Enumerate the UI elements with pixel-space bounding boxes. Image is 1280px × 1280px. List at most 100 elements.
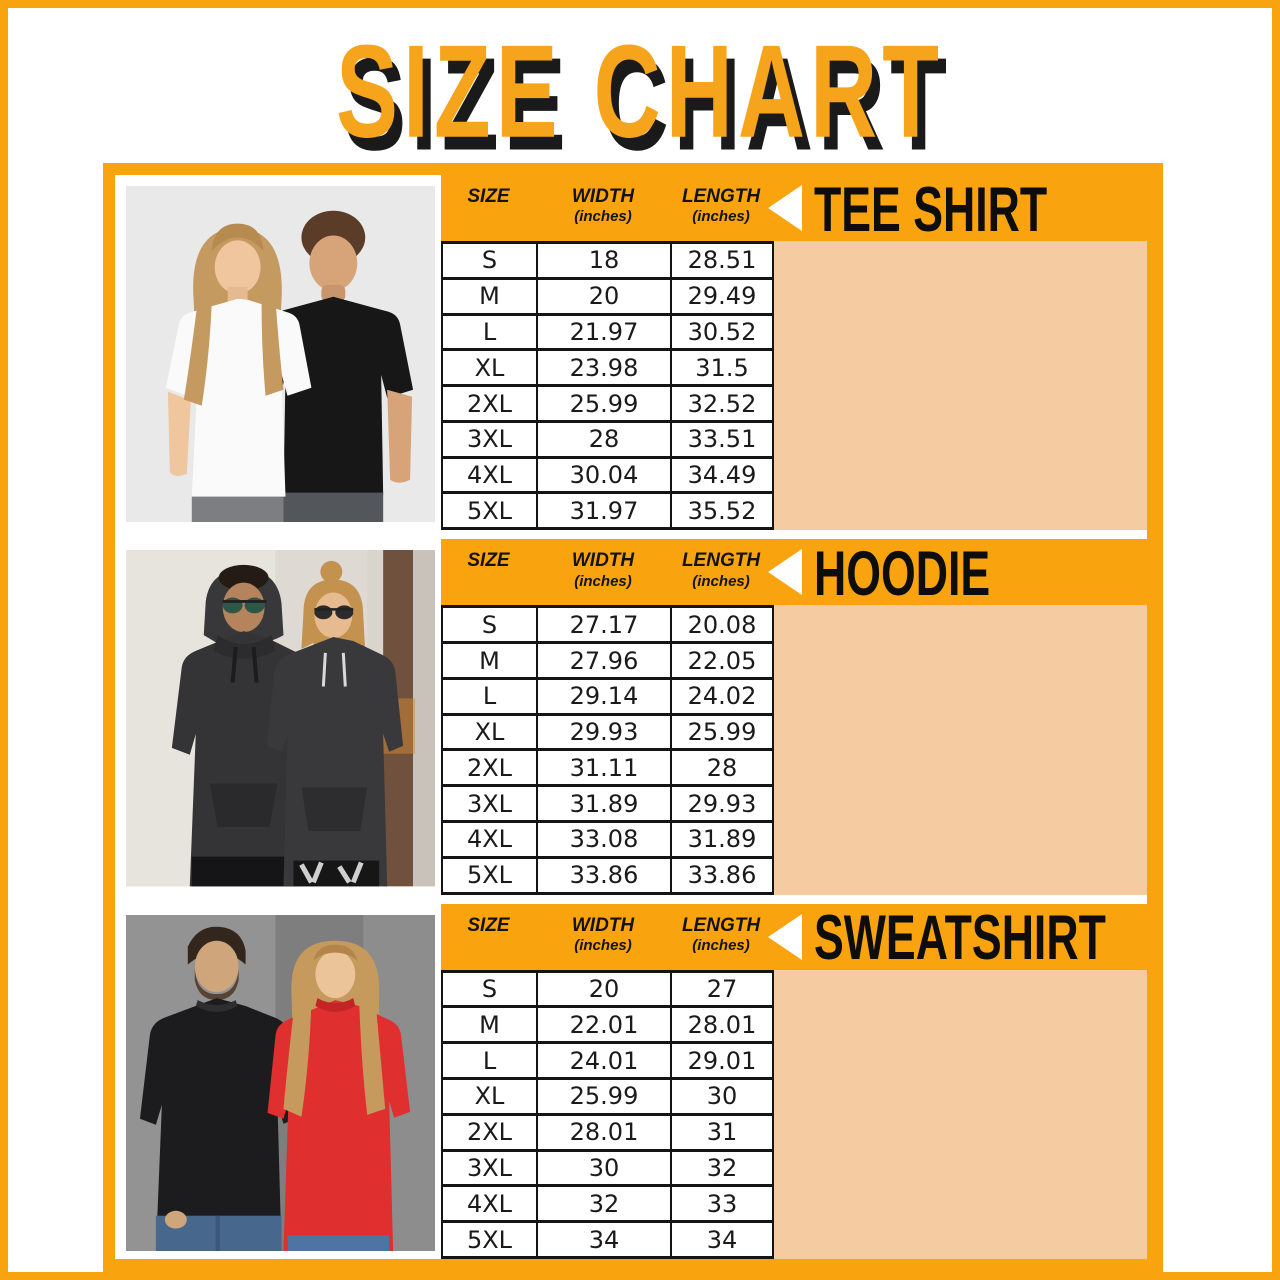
- sweatshirt-size-table: S 20 27 M 22.01 28.01 L 24.01 29.01 XL 25.99 30 2XL 2…: [441, 969, 774, 1259]
- length-cell: 30.52: [670, 312, 774, 352]
- tee-shirt-photo: [115, 175, 441, 530]
- size-cell: 4XL: [441, 1184, 538, 1224]
- length-cell: 34.49: [670, 455, 774, 495]
- size-row: 2XL 25.99 32.52: [441, 384, 774, 423]
- width-column-header: WIDTH (inches): [571, 914, 635, 955]
- size-row: XL 23.98 31.5: [441, 348, 774, 388]
- size-column-header: SIZE: [467, 550, 510, 572]
- size-row: 5XL 31.97 35.52: [441, 491, 774, 531]
- size-row: L 21.97 30.52: [441, 312, 774, 352]
- size-row: 3XL 28 33.51: [441, 419, 774, 459]
- length-cell: 29.49: [670, 276, 774, 316]
- hoodie-table-area: SIZE WIDTH (inches) LENGTH (inches): [441, 537, 1147, 895]
- width-cell: 29.14: [536, 676, 672, 716]
- size-cell: 4XL: [441, 820, 538, 859]
- width-cell: 31.97: [536, 491, 672, 531]
- left-arrow-icon: [768, 549, 802, 596]
- size-cell: 5XL: [441, 855, 538, 895]
- sweatshirt-photo-image: [126, 914, 435, 1251]
- woman-figure: [266, 561, 404, 887]
- sweatshirt-table-row: S 20 27 M 22.01 28.01 L 24.01 29.01 XL 25.99 30 2XL 2…: [441, 969, 1147, 1259]
- length-cell: 32.52: [670, 384, 774, 423]
- width-cell: 27.17: [536, 605, 672, 645]
- size-row: S 18 28.51: [441, 241, 774, 280]
- woman-figure: [165, 223, 312, 523]
- hoodie-photo-image: [126, 550, 435, 887]
- size-cell: XL: [441, 712, 538, 752]
- width-cell: 25.99: [536, 1077, 672, 1116]
- size-cell: 3XL: [441, 419, 538, 459]
- size-row: 3XL 30 32: [441, 1148, 774, 1188]
- width-cell: 34: [536, 1220, 672, 1259]
- length-cell: 28.51: [670, 241, 774, 280]
- sweatshirt-header-band: SIZE WIDTH (inches) LENGTH (inches): [441, 901, 1147, 972]
- length-cell: 29.93: [670, 784, 774, 824]
- section-title: SWEATSHIRT: [814, 900, 1106, 973]
- width-cell: 18: [536, 241, 672, 280]
- tee-shirt-size-table: S 18 28.51 M 20 29.49 L 21.97 30.52 XL 23.98 31.5 2X…: [441, 241, 774, 531]
- size-cell: 5XL: [441, 1220, 538, 1259]
- size-row: S 20 27: [441, 969, 774, 1009]
- sweatshirt-table-area: SIZE WIDTH (inches) LENGTH (inches): [441, 901, 1147, 1259]
- hoodie-size-table: S 27.17 20.08 M 27.96 22.05 L 29.14 24.02 XL 29.93…: [441, 605, 774, 895]
- length-cell: 33.51: [670, 419, 774, 459]
- length-cell: 20.08: [670, 605, 774, 645]
- column-headers: SIZE WIDTH (inches) LENGTH (inches): [441, 904, 772, 970]
- length-cell: 31: [670, 1112, 774, 1152]
- size-cell: 5XL: [441, 491, 538, 531]
- woman-figure: [267, 940, 411, 1251]
- column-headers: SIZE WIDTH (inches) LENGTH (inches): [441, 175, 772, 241]
- width-cell: 32: [536, 1184, 672, 1224]
- width-cell: 33.08: [536, 820, 672, 859]
- length-cell: 32: [670, 1148, 774, 1188]
- width-cell: 20: [536, 969, 672, 1009]
- length-column-header: LENGTH (inches): [681, 550, 761, 590]
- size-cell: 2XL: [441, 748, 538, 788]
- chart-content: SIZE WIDTH (inches) LENGTH (inches): [115, 172, 1147, 1259]
- size-column-header: SIZE: [467, 914, 510, 936]
- section-title: HOODIE: [814, 536, 991, 609]
- size-cell: XL: [441, 1077, 538, 1116]
- length-cell: 33.86: [670, 855, 774, 895]
- hoodie-header-band: SIZE WIDTH (inches) LENGTH (inches): [441, 537, 1147, 608]
- section-tee-shirt: SIZE WIDTH (inches) LENGTH (inches): [115, 172, 1147, 531]
- size-row: XL 25.99 30: [441, 1077, 774, 1116]
- width-cell: 28.01: [536, 1112, 672, 1152]
- length-cell: 31.5: [670, 348, 774, 388]
- length-cell: 27: [670, 969, 774, 1009]
- page-title: SIZE CHART: [336, 17, 944, 166]
- peach-filler: [774, 605, 1147, 895]
- size-cell: 4XL: [441, 455, 538, 495]
- length-cell: 28.01: [670, 1005, 774, 1045]
- size-row: S 27.17 20.08: [441, 605, 774, 645]
- width-cell: 21.97: [536, 312, 672, 352]
- length-cell: 24.02: [670, 676, 774, 716]
- tee-shirt-table-row: S 18 28.51 M 20 29.49 L 21.97 30.52 XL 23.98 31.5 2X…: [441, 241, 1147, 531]
- size-column-header: SIZE: [467, 186, 510, 207]
- size-cell: 2XL: [441, 1112, 538, 1152]
- length-cell: 22.05: [670, 641, 774, 680]
- man-figure: [139, 926, 300, 1251]
- size-row: 4XL 33.08 31.89: [441, 820, 774, 859]
- width-cell: 29.93: [536, 712, 672, 752]
- tee-shirt-header-band: SIZE WIDTH (inches) LENGTH (inches): [441, 172, 1147, 244]
- width-cell: 31.89: [536, 784, 672, 824]
- section-title: TEE SHIRT: [814, 172, 1048, 244]
- length-cell: 35.52: [670, 491, 774, 531]
- width-cell: 23.98: [536, 348, 672, 388]
- width-cell: 24.01: [536, 1041, 672, 1080]
- length-column-header: LENGTH (inches): [681, 186, 761, 226]
- chart-panel: SIZE WIDTH (inches) LENGTH (inches): [103, 163, 1163, 1272]
- length-cell: 31.89: [670, 820, 774, 859]
- size-row: L 24.01 29.01: [441, 1041, 774, 1080]
- size-row: 2XL 31.11 28: [441, 748, 774, 788]
- size-cell: S: [441, 605, 538, 645]
- width-cell: 22.01: [536, 1005, 672, 1045]
- size-row: L 29.14 24.02: [441, 676, 774, 716]
- size-row: 2XL 28.01 31: [441, 1112, 774, 1152]
- width-cell: 20: [536, 276, 672, 316]
- left-arrow-icon: [768, 185, 802, 231]
- peach-filler: [774, 969, 1147, 1259]
- peach-filler: [774, 241, 1147, 531]
- width-cell: 30: [536, 1148, 672, 1188]
